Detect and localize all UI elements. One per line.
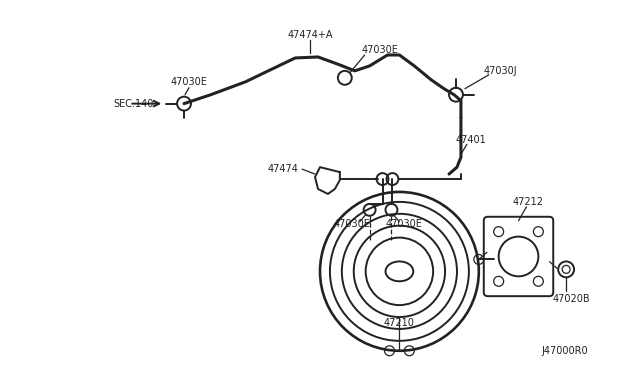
Text: 47212: 47212 [513,197,544,207]
Text: 47030E: 47030E [170,77,207,87]
Text: 47030J: 47030J [484,66,518,76]
Text: J47000R0: J47000R0 [541,346,588,356]
Text: 47210: 47210 [384,318,415,328]
Text: 47030E: 47030E [361,45,398,55]
Text: 47474: 47474 [268,164,298,174]
Text: 47030E: 47030E [333,219,370,229]
Text: 47401: 47401 [456,135,486,145]
Text: 47474+A: 47474+A [287,30,333,40]
Text: 47030E: 47030E [386,219,423,229]
Text: SEC.140: SEC.140 [113,99,154,109]
Text: 47020B: 47020B [552,294,590,304]
